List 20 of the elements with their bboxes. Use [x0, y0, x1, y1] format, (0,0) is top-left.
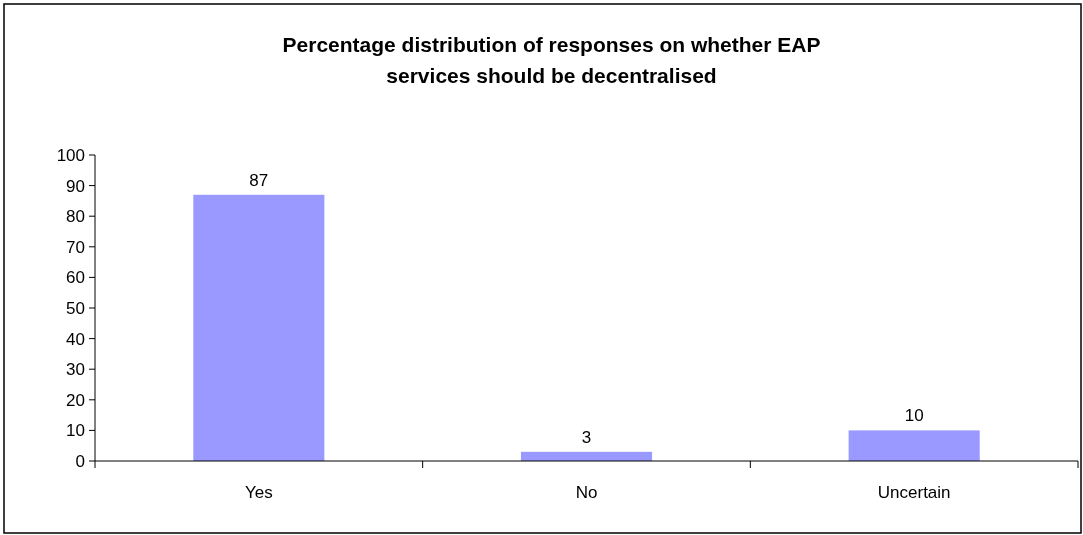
y-tick-label: 70 — [66, 237, 85, 257]
data-label: 87 — [249, 170, 269, 190]
x-tick-label: No — [575, 483, 598, 502]
bar — [193, 194, 325, 461]
y-tick-label: 90 — [66, 176, 85, 196]
y-tick-label: 20 — [66, 390, 85, 410]
y-tick-label: 0 — [75, 451, 85, 471]
y-tick-label: 100 — [56, 145, 85, 165]
y-tick-label: 30 — [66, 360, 85, 380]
y-tick-label: 10 — [66, 421, 85, 441]
data-label: 3 — [581, 427, 592, 447]
y-tick-label: 80 — [66, 207, 85, 227]
bar — [848, 430, 980, 461]
y-tick-label: 60 — [66, 268, 85, 288]
x-tick-label: Uncertain — [877, 483, 951, 502]
data-label: 10 — [904, 406, 924, 426]
x-tick-label: Yes — [244, 483, 273, 502]
y-tick-label: 50 — [66, 298, 85, 318]
y-tick-label: 40 — [66, 329, 85, 349]
chart-title: Percentage distribution of responses on whether EAP services should be decentralised — [282, 33, 821, 87]
